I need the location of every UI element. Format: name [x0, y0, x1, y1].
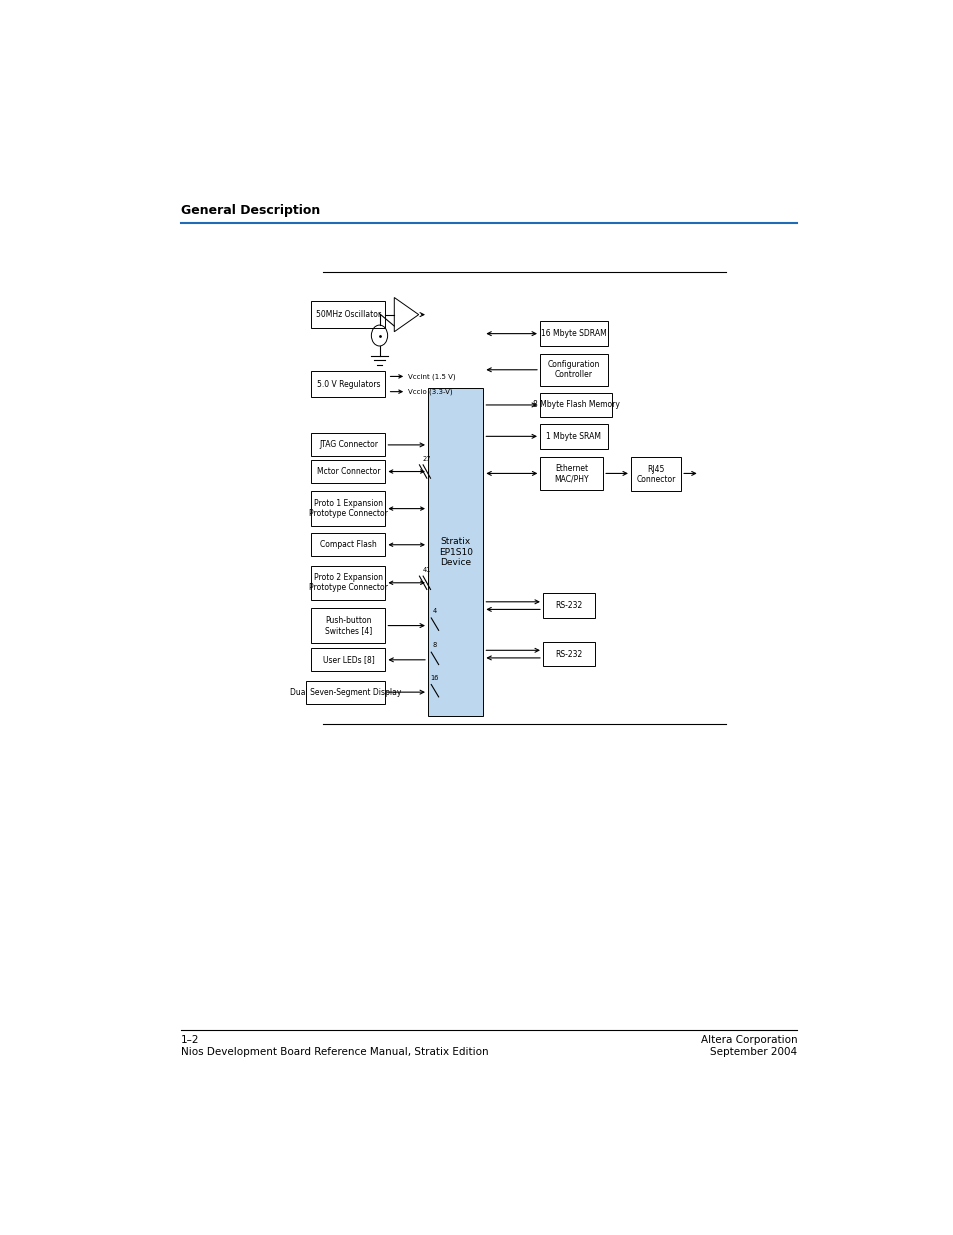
Text: Compact Flash: Compact Flash — [320, 540, 376, 550]
Text: Vccio (3.3-V): Vccio (3.3-V) — [408, 388, 453, 395]
FancyBboxPatch shape — [428, 388, 483, 716]
Text: 1–2
Nios Development Board Reference Manual, Stratix Edition: 1–2 Nios Development Board Reference Man… — [180, 1035, 488, 1057]
Text: Stratix
EP1S10
Device: Stratix EP1S10 Device — [438, 537, 472, 567]
FancyBboxPatch shape — [311, 370, 385, 398]
Text: 5.0 V Regulators: 5.0 V Regulators — [316, 379, 380, 389]
FancyBboxPatch shape — [542, 593, 594, 618]
Text: Altera Corporation
September 2004: Altera Corporation September 2004 — [700, 1035, 797, 1057]
Text: Ethernet
MAC/PHY: Ethernet MAC/PHY — [554, 463, 588, 483]
Text: 8: 8 — [433, 642, 436, 648]
Text: Proto 2 Expansion
Prototype Connector: Proto 2 Expansion Prototype Connector — [309, 573, 388, 593]
Text: User LEDs [8]: User LEDs [8] — [322, 656, 374, 664]
Text: General Description: General Description — [180, 204, 319, 216]
FancyBboxPatch shape — [542, 642, 594, 667]
Text: Vccint (1.5 V): Vccint (1.5 V) — [408, 373, 456, 379]
Text: RJ45
Connector: RJ45 Connector — [636, 464, 675, 484]
FancyBboxPatch shape — [311, 433, 385, 456]
FancyBboxPatch shape — [311, 492, 385, 526]
Text: 50MHz Oscillator: 50MHz Oscillator — [315, 310, 380, 319]
Text: 16 Mbyte SDRAM: 16 Mbyte SDRAM — [540, 330, 606, 338]
Text: RS-232: RS-232 — [555, 601, 581, 610]
Text: 16: 16 — [431, 674, 438, 680]
Text: 8 Mbyte Flash Memory: 8 Mbyte Flash Memory — [532, 400, 618, 410]
FancyBboxPatch shape — [311, 301, 385, 329]
Text: Push-button
Switches [4]: Push-button Switches [4] — [324, 616, 372, 635]
FancyBboxPatch shape — [311, 648, 385, 672]
FancyBboxPatch shape — [311, 609, 385, 642]
Text: JTAG Connector: JTAG Connector — [318, 441, 377, 450]
FancyBboxPatch shape — [311, 461, 385, 483]
FancyBboxPatch shape — [539, 321, 607, 346]
FancyBboxPatch shape — [539, 353, 607, 385]
Text: Mctor Connector: Mctor Connector — [316, 467, 380, 475]
Text: Proto 1 Expansion
Prototype Connector: Proto 1 Expansion Prototype Connector — [309, 499, 388, 519]
Text: Dual Seven-Segment Display: Dual Seven-Segment Display — [290, 688, 401, 697]
FancyBboxPatch shape — [305, 680, 385, 704]
Text: RS-232: RS-232 — [555, 650, 581, 658]
Text: 4: 4 — [433, 608, 436, 614]
Text: 27: 27 — [422, 456, 431, 462]
FancyBboxPatch shape — [311, 566, 385, 600]
Text: 41: 41 — [422, 567, 431, 573]
FancyBboxPatch shape — [539, 393, 612, 417]
FancyBboxPatch shape — [539, 424, 607, 448]
FancyBboxPatch shape — [539, 457, 602, 489]
FancyBboxPatch shape — [630, 457, 680, 492]
FancyBboxPatch shape — [311, 534, 385, 556]
Text: Configuration
Controller: Configuration Controller — [547, 361, 599, 379]
Text: 1 Mbyte SRAM: 1 Mbyte SRAM — [546, 432, 600, 441]
